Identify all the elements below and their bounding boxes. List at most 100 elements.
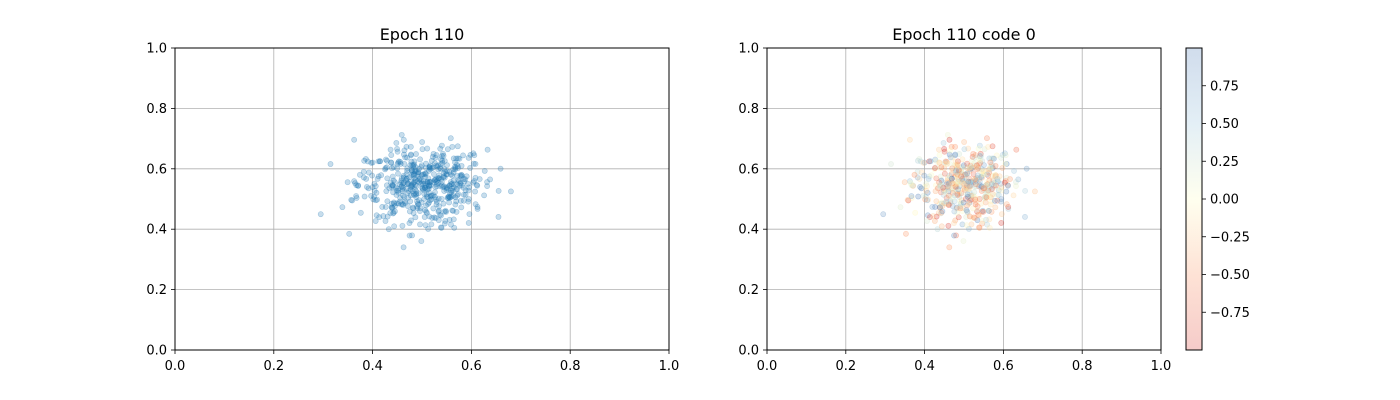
right-scatter-point <box>999 151 1006 158</box>
right-scatter-point <box>994 184 1001 191</box>
left-scatter-point <box>410 162 417 168</box>
left-scatter-point <box>401 194 408 200</box>
left-scatter-point <box>423 170 429 177</box>
left-scatter-point <box>456 178 462 185</box>
right-scatter-point <box>968 221 975 228</box>
right-scatter-point <box>941 200 947 207</box>
right-scatter-point <box>941 165 948 172</box>
colorbar-gradient <box>1185 47 1203 351</box>
left-scatter-point <box>398 183 405 190</box>
right-scatter-point <box>978 166 985 172</box>
right-scatter-point <box>946 184 952 191</box>
left-scatter-point <box>436 203 442 210</box>
right-scatter-point <box>905 197 912 204</box>
right-scatter-point <box>950 188 957 194</box>
left-scatter-point <box>465 196 472 202</box>
right-scatter-point <box>910 182 916 189</box>
left-scatter-point <box>413 194 420 201</box>
left-scatter-point <box>472 188 478 195</box>
right-scatter-point <box>927 158 934 165</box>
left-scatter-point <box>366 169 372 176</box>
right-scatter-point <box>970 214 977 221</box>
left-scatter-point <box>405 180 412 187</box>
left-scatter-point <box>458 171 465 178</box>
right-scatter-point <box>952 178 959 185</box>
left-scatter-point <box>396 158 402 165</box>
left-scatter-point <box>410 163 417 170</box>
right-scatter-point <box>975 165 982 171</box>
right-scatter-point <box>959 179 965 186</box>
left-scatter-point <box>357 171 363 178</box>
right-scatter-point <box>952 217 959 224</box>
left-y-tick-label: 0.4 <box>146 223 167 238</box>
left-scatter-point <box>408 183 415 189</box>
left-scatter-point <box>416 197 423 204</box>
right-title: Epoch 110 code 0 <box>892 25 1036 44</box>
right-scatter-point <box>1004 181 1011 188</box>
left-scatter-point <box>449 207 456 214</box>
left-scatter-point <box>439 160 446 166</box>
left-scatter-point <box>394 148 401 155</box>
right-scatter-point <box>970 150 977 157</box>
left-scatter-point <box>398 177 405 184</box>
right-scatter-point <box>921 159 928 166</box>
left-scatter-point <box>399 188 406 195</box>
left-panel: Epoch 110 0.0 0.2 0.4 0.6 0.8 1.0 0.0 0.2 0.4 0.6… <box>146 25 679 374</box>
left-scatter-point <box>416 176 423 183</box>
right-scatter-point <box>952 158 959 165</box>
left-scatter-point <box>440 173 447 180</box>
right-scatter-point <box>966 189 973 196</box>
left-scatter-point <box>508 188 514 195</box>
right-scatter-point <box>947 147 953 154</box>
left-scatter-point <box>372 197 379 204</box>
left-scatter-point <box>404 180 411 187</box>
left-scatter-point <box>456 182 463 189</box>
right-scatter-point <box>965 145 972 152</box>
left-scatter-point <box>443 171 450 178</box>
left-scatter-point <box>395 200 402 207</box>
left-scatter-point <box>413 168 419 175</box>
left-scatter-point <box>317 211 324 218</box>
right-scatter-point <box>966 183 973 189</box>
left-scatter-point <box>484 183 491 189</box>
left-scatter-point <box>452 159 458 166</box>
left-scatter-point <box>390 182 396 189</box>
left-scatter-point <box>407 162 414 169</box>
left-scatter-point <box>400 136 407 143</box>
left-scatter-point <box>476 176 483 182</box>
right-scatter-point <box>936 146 942 153</box>
left-scatter-point <box>383 156 389 163</box>
left-scatter-point <box>401 161 408 167</box>
left-scatter-point <box>442 207 449 214</box>
left-scatter-point <box>421 180 428 187</box>
right-scatter-point <box>987 201 994 208</box>
left-scatter-point <box>408 158 415 165</box>
left-scatter-point <box>408 182 415 188</box>
right-scatter-point <box>982 193 989 200</box>
right-scatter-point <box>921 172 928 179</box>
right-scatter-point <box>903 230 909 237</box>
left-scatter-point <box>412 191 419 198</box>
left-scatter-point <box>481 168 488 174</box>
left-scatter-point <box>409 167 415 174</box>
left-y-tick-label: 0.6 <box>146 162 167 177</box>
right-scatter-point <box>954 192 961 199</box>
left-scatter-point <box>448 171 454 178</box>
colorbar-tick-label: 0.00 <box>1210 193 1239 208</box>
right-scatter-point <box>955 178 962 185</box>
right-scatter-point <box>969 164 976 171</box>
right-scatter-point <box>992 171 999 178</box>
left-scatter-point <box>423 208 430 215</box>
left-scatter-point <box>455 165 461 171</box>
left-scatter-point <box>424 145 431 152</box>
left-scatter-point <box>392 203 398 209</box>
right-scatter-point <box>954 171 961 177</box>
right-y-tick-label: 1.0 <box>738 42 759 57</box>
right-scatter-point <box>976 212 983 219</box>
left-scatter-point <box>454 161 460 168</box>
left-scatter-point <box>389 173 396 180</box>
left-scatter-point <box>432 177 438 183</box>
right-scatter-point <box>941 185 948 192</box>
right-scatter-point <box>983 182 989 189</box>
right-scatter-point <box>949 154 955 161</box>
